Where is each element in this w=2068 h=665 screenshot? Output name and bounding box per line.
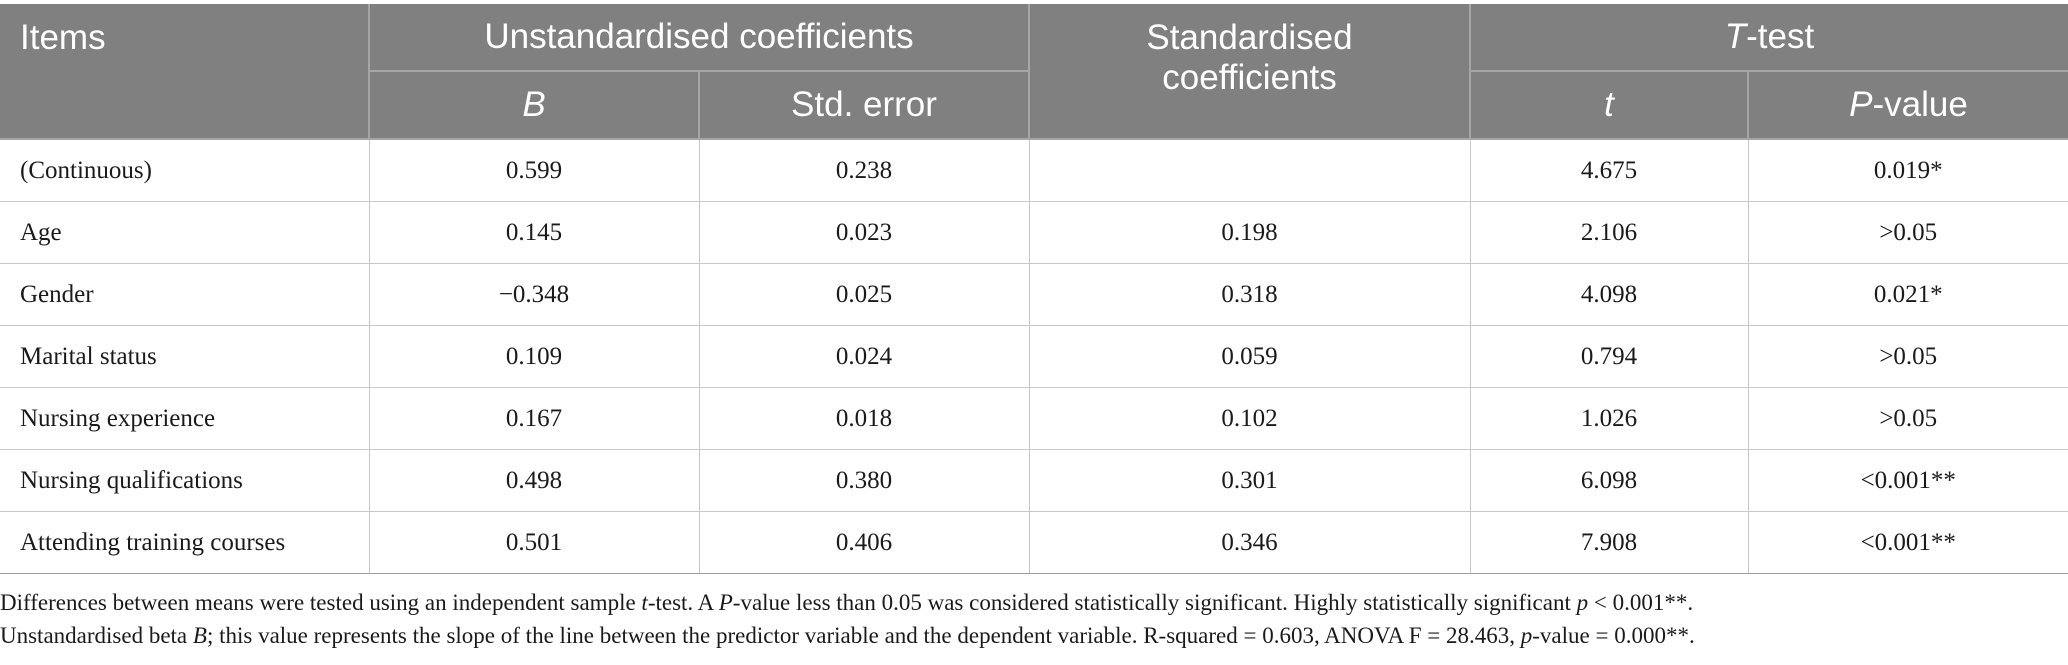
cell-t: 2.106 [1469,201,1749,264]
table-row: Attending training courses 0.501 0.406 0… [0,511,2068,574]
table-header: Items Unstandardised coefficients Standa… [0,4,2068,140]
cell-standardised: 0.059 [1028,325,1471,388]
table-row: Nursing qualifications 0.498 0.380 0.301… [0,449,2068,512]
footnote-line-2: Unstandardised beta B; this value repres… [0,619,2068,652]
cell-p-value: 0.019* [1747,138,2068,202]
footnote-1-text-b: -test. A [647,590,719,615]
cell-std-error: 0.025 [698,263,1030,326]
header-p-value: P-value [1747,71,2068,140]
footnote-1-text-c: -value less than 0.05 was considered sta… [732,590,1577,615]
footnote-2-text-c: ; this value represents the slope of the… [206,623,1521,648]
table-row: Nursing experience 0.167 0.018 0.102 1.0… [0,387,2068,450]
footnote-1-p: P [718,590,733,615]
cell-p-value: <0.001** [1747,511,2068,574]
cell-b: 0.145 [368,201,700,264]
cell-item: Nursing experience [0,387,370,450]
header-t-test: T-test [1469,4,2068,72]
header-standardised-line2: coefficients [1162,58,1337,98]
header-t: t [1469,71,1749,140]
cell-p-value: <0.001** [1747,449,2068,512]
regression-table: Items Unstandardised coefficients Standa… [0,4,2068,574]
cell-standardised: 0.198 [1028,201,1471,264]
header-p-italic: P [1849,84,1873,124]
header-std-error: Std. error [698,71,1030,140]
cell-p-value: >0.05 [1747,201,2068,264]
table-row: Age 0.145 0.023 0.198 2.106 >0.05 [0,201,2068,264]
cell-std-error: 0.380 [698,449,1030,512]
footnote-1-text-a: Differences between means were tested us… [0,590,642,615]
cell-item: Nursing qualifications [0,449,370,512]
footnote-2-text-d: -value = 0.000**. [1532,623,1695,648]
footnote-2-p: p [1520,623,1533,648]
cell-standardised: 0.102 [1028,387,1471,450]
cell-standardised: 0.346 [1028,511,1471,574]
cell-p-value: >0.05 [1747,325,2068,388]
cell-b: 0.109 [368,325,700,388]
table-row: Marital status 0.109 0.024 0.059 0.794 >… [0,325,2068,388]
cell-item: Attending training courses [0,511,370,574]
cell-t: 1.026 [1469,387,1749,450]
footnote-line-1: Differences between means were tested us… [0,586,2068,619]
cell-b: 0.501 [368,511,700,574]
cell-std-error: 0.238 [698,138,1030,202]
cell-standardised: 0.318 [1028,263,1471,326]
cell-standardised: 0.301 [1028,449,1471,512]
cell-p-value: 0.021* [1747,263,2068,326]
header-unstandardised-coefficients: Unstandardised coefficients [368,4,1030,72]
table-row: Gender −0.348 0.025 0.318 4.098 0.021* [0,263,2068,326]
cell-std-error: 0.406 [698,511,1030,574]
footnote-2-text-a: Unstandardised beta [0,623,193,648]
cell-item: Gender [0,263,370,326]
header-row-sub: B Std. error t P-value [0,71,2068,140]
cell-std-error: 0.023 [698,201,1030,264]
footnote-1-p-lower: p [1576,590,1589,615]
header-t-test-italic: T [1724,16,1747,56]
header-b: B [368,71,700,140]
header-row-group: Items Unstandardised coefficients Standa… [0,4,2068,140]
header-standardised-line1: Standardised [1146,18,1353,57]
regression-table-container: Items Unstandardised coefficients Standa… [0,4,2068,574]
cell-standardised [1028,138,1471,202]
cell-t: 4.098 [1469,263,1749,326]
cell-t: 7.908 [1469,511,1749,574]
cell-t: 6.098 [1469,449,1749,512]
cell-t: 0.794 [1469,325,1749,388]
cell-item: Marital status [0,325,370,388]
footnote-1-text-d: < 0.001**. [1588,590,1694,615]
cell-b: −0.348 [368,263,700,326]
header-t-test-rest: -test [1746,16,1815,56]
cell-p-value: >0.05 [1747,387,2068,450]
cell-item: (Continuous) [0,138,370,202]
cell-b: 0.498 [368,449,700,512]
footnote-2-b: B [192,623,207,648]
cell-std-error: 0.018 [698,387,1030,450]
cell-b: 0.167 [368,387,700,450]
header-standardised-coefficients: Standardised coefficients [1028,4,1471,140]
cell-std-error: 0.024 [698,325,1030,388]
cell-item: Age [0,201,370,264]
table-row: (Continuous) 0.599 0.238 4.675 0.019* [0,138,2068,202]
footnote-1-t: t [641,590,648,615]
table-body: (Continuous) 0.599 0.238 4.675 0.019* Ag… [0,138,2068,574]
table-footnotes: Differences between means were tested us… [0,586,2068,652]
header-items: Items [0,4,370,140]
cell-t: 4.675 [1469,138,1749,202]
cell-b: 0.599 [368,138,700,202]
header-p-rest: -value [1872,84,1968,124]
